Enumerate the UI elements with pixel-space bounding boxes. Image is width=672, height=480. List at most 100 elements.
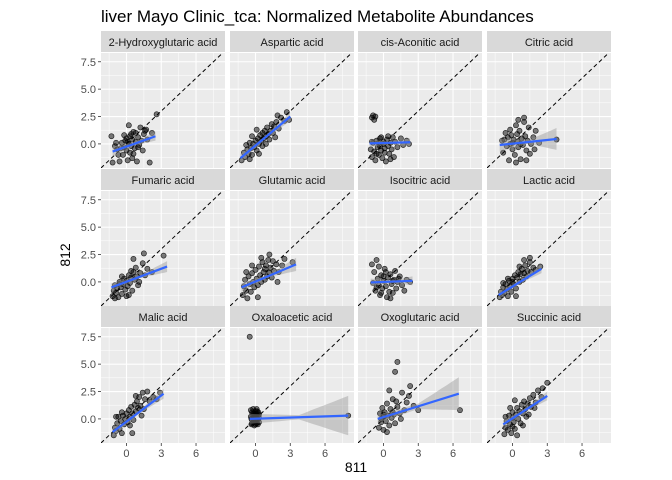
data-point: [138, 412, 145, 419]
data-point: [524, 400, 531, 407]
data-point: [142, 396, 148, 403]
facet-strip-label: Lactic acid: [523, 175, 575, 187]
data-point: [406, 393, 412, 399]
data-point: [261, 265, 268, 272]
data-point: [245, 273, 252, 280]
data-point: [118, 430, 125, 437]
x-tick-label: 3: [415, 448, 421, 460]
data-point: [392, 268, 398, 274]
x-tick-label: 6: [322, 448, 328, 460]
data-point: [371, 269, 378, 275]
data-point: [115, 151, 122, 158]
data-point: [397, 135, 404, 142]
data-point: [504, 275, 511, 282]
data-point: [513, 293, 519, 300]
data-point: [382, 418, 389, 424]
panel-contents: [230, 328, 354, 443]
data-point: [506, 157, 512, 164]
data-point: [381, 149, 388, 156]
data-point: [242, 276, 248, 283]
data-point: [372, 113, 379, 120]
data-point: [389, 289, 396, 296]
data-point: [502, 130, 509, 136]
data-point: [112, 295, 118, 302]
data-point: [522, 133, 529, 140]
panel-contents: [101, 191, 225, 306]
facet-strip-label: Fumaric acid: [132, 175, 195, 187]
data-point: [264, 124, 270, 131]
panel-contents: [230, 53, 354, 168]
data-point: [128, 131, 135, 137]
x-tick-label: 6: [193, 448, 199, 460]
facet-panel: Fumaric acid 0.0 2.5 5.0 7.5: [81, 169, 225, 306]
data-point: [500, 280, 507, 286]
facet-strip-label: Glutamic acid: [259, 175, 326, 187]
data-point: [239, 292, 246, 298]
data-point: [254, 294, 261, 301]
data-point: [394, 359, 401, 365]
data-point: [281, 256, 288, 262]
data-point: [249, 151, 255, 158]
data-point: [243, 142, 250, 148]
data-point: [393, 398, 400, 405]
fit-line: [502, 394, 548, 426]
data-point: [124, 157, 131, 164]
confidence-band: [249, 395, 349, 436]
data-point: [514, 274, 521, 281]
data-point: [283, 109, 290, 116]
data-point: [144, 265, 151, 272]
data-point: [118, 273, 125, 280]
facet-strip: [358, 169, 482, 190]
data-point: [108, 133, 115, 140]
data-point: [372, 157, 379, 164]
data-point: [369, 154, 375, 160]
facet-panel: Malic acid 0 3 6 0.0 2.5 5.0 7.5: [81, 306, 225, 460]
data-point: [259, 143, 266, 149]
data-point: [249, 262, 255, 269]
data-point: [379, 155, 386, 162]
data-point: [135, 134, 141, 141]
panel-background: [358, 328, 482, 443]
data-point: [266, 136, 273, 143]
data-point: [246, 333, 253, 340]
data-point: [525, 124, 532, 131]
y-tick-label: 7.5: [81, 57, 96, 69]
data-point: [373, 257, 380, 263]
y-tick-label: 7.5: [81, 195, 96, 207]
data-point: [132, 264, 139, 271]
data-point: [511, 397, 518, 404]
data-point: [521, 114, 527, 121]
data-point: [539, 385, 546, 392]
panel-contents: [487, 328, 611, 443]
data-point: [118, 409, 125, 416]
data-point: [125, 122, 132, 129]
facet-panel: Lactic acid: [487, 169, 611, 306]
facet-strip: [230, 31, 354, 52]
data-point: [244, 295, 251, 302]
data-point: [399, 282, 405, 289]
data-point: [128, 268, 135, 274]
data-point: [143, 126, 150, 133]
facet-panel: Oxaloacetic acid 0 3 6: [230, 306, 354, 460]
facet-grid: 2-Hydroxyglutaric acid 0.0 2.5 5.0 7.5 Aspart…: [81, 31, 611, 460]
data-point: [522, 262, 529, 269]
data-point: [523, 147, 530, 154]
data-point: [502, 413, 509, 420]
data-point: [153, 111, 160, 118]
facet-strip: [358, 31, 482, 52]
fit-line: [498, 267, 543, 296]
data-point: [403, 399, 410, 406]
x-tick-label: 6: [450, 448, 456, 460]
data-point: [273, 119, 280, 125]
data-point: [457, 407, 463, 414]
data-point: [504, 293, 511, 300]
data-point: [532, 127, 539, 134]
data-point: [501, 431, 508, 438]
data-point: [387, 271, 394, 278]
y-tick-label: 0.0: [81, 139, 96, 151]
y-tick-label: 5.0: [81, 84, 96, 96]
x-tick-label: 6: [579, 448, 585, 460]
data-point: [134, 158, 140, 165]
data-point: [515, 116, 522, 123]
data-point: [380, 273, 387, 280]
